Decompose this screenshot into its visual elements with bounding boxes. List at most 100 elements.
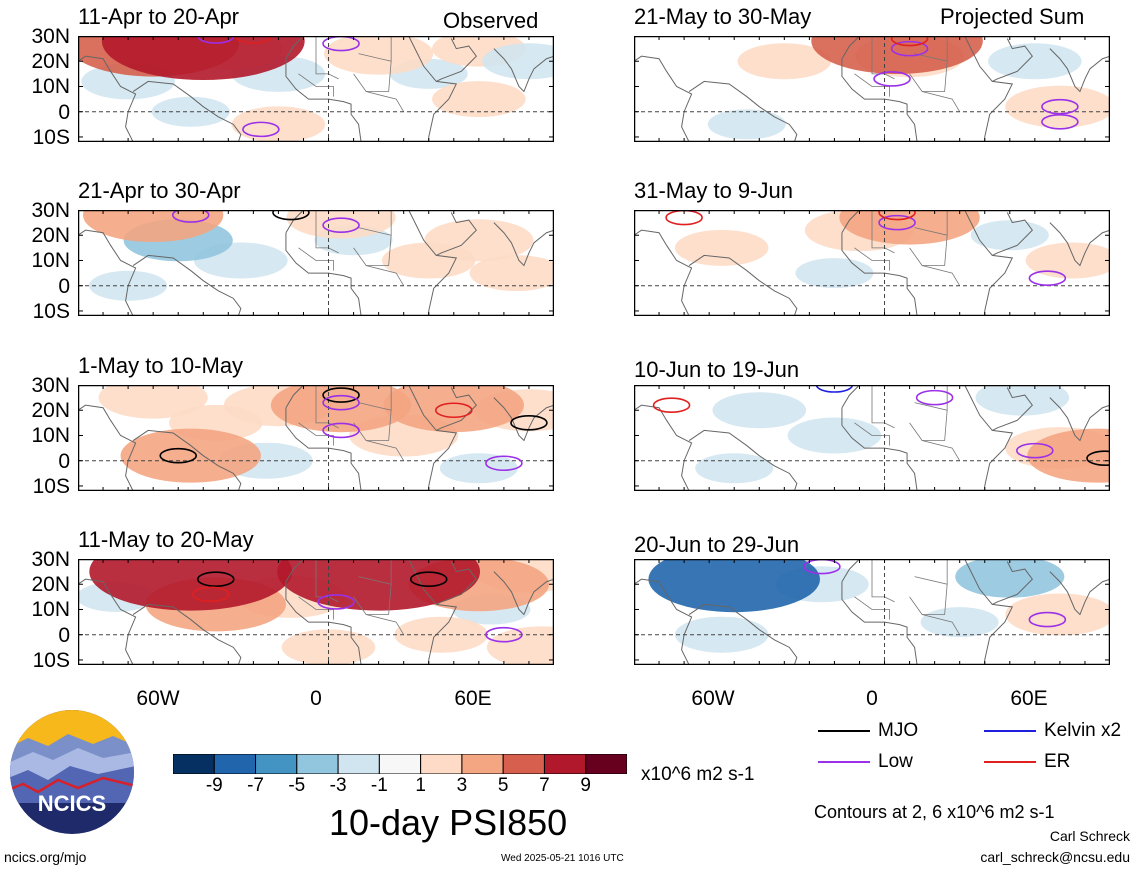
coastline — [1049, 571, 1110, 616]
lat-label: 30N — [31, 25, 70, 48]
colorbar-tick-label: -3 — [329, 775, 347, 796]
coastline — [634, 229, 693, 316]
map-frame — [78, 385, 554, 491]
anomaly-cell — [120, 428, 261, 483]
colorbar-swatch — [296, 754, 339, 774]
coastline — [841, 559, 860, 582]
coastline — [688, 603, 798, 665]
contour-er — [878, 210, 916, 221]
page-title: 10-day PSI850 — [329, 802, 568, 843]
contour-mjo — [322, 387, 360, 403]
contour-mjo — [409, 571, 448, 587]
anomaly-cell — [383, 385, 524, 433]
country-border — [353, 247, 405, 286]
coastline — [841, 407, 918, 491]
map-frame — [78, 36, 554, 142]
country-border — [298, 73, 334, 97]
site-link[interactable]: ncics.org/mjo — [4, 849, 87, 865]
legend-er: ER — [984, 751, 1070, 773]
timestamp: Wed 2025-05-21 1016 UTC — [501, 853, 624, 864]
lat-label: 0 — [58, 623, 70, 647]
map-frame — [634, 36, 1110, 142]
colorbar-tick-label: 9 — [580, 775, 591, 796]
legend-mjo-label: MJO — [878, 720, 919, 741]
contours-note: Contours at 2, 6 x10^6 m2 s-1 — [814, 802, 1055, 822]
coastline — [964, 559, 1014, 665]
lat-label: 20N — [31, 399, 70, 423]
country-border — [298, 247, 334, 271]
contour-low — [171, 210, 210, 223]
coastline — [285, 385, 304, 408]
contour-low — [878, 214, 916, 231]
lat-label: 30N — [31, 548, 70, 571]
anomaly-cell — [737, 43, 832, 80]
anomaly-cell — [89, 559, 293, 611]
colorbar-swatch — [502, 754, 545, 774]
coastline — [634, 404, 693, 491]
coastline — [841, 232, 918, 316]
colorbar-swatch — [213, 754, 257, 774]
map-panel-8 — [634, 559, 1110, 665]
lat-label: 0 — [58, 274, 70, 298]
colorbar-swatch — [543, 754, 587, 774]
anomaly-cell — [988, 43, 1082, 80]
anomaly-cell — [432, 81, 526, 118]
anomaly-cell — [270, 385, 412, 433]
coastline — [285, 559, 304, 582]
anomaly-cell — [787, 417, 882, 454]
coastline — [841, 210, 860, 233]
coastline — [964, 385, 1014, 491]
anomaly-cell — [469, 255, 554, 292]
coastline — [688, 254, 798, 316]
map-frame — [78, 559, 554, 665]
coastline — [992, 212, 1033, 256]
contour-low — [485, 626, 523, 643]
anomaly-cell — [795, 258, 874, 289]
coastline — [285, 407, 362, 491]
lat-label: 30N — [31, 199, 70, 222]
coastline — [436, 561, 477, 605]
lon-label-60w-right: 60W — [691, 687, 735, 710]
anomaly-cell — [231, 106, 326, 142]
projected-label: Projected Sum — [940, 4, 1085, 29]
lat-label: 20N — [31, 50, 70, 74]
coastline — [132, 254, 242, 316]
contour-kelvin-x2 — [815, 385, 854, 393]
coastline — [285, 581, 362, 665]
country-border — [315, 210, 339, 254]
lat-label: 0 — [58, 449, 70, 473]
contour-er — [890, 36, 929, 47]
map-panel-6 — [634, 210, 1110, 316]
legend-mjo: MJO — [818, 720, 918, 742]
country-border — [871, 210, 895, 254]
coastline — [408, 385, 458, 491]
colorbar-tick-label: -5 — [288, 775, 306, 796]
country-border — [298, 596, 334, 620]
map-panel-7 — [634, 385, 1110, 491]
coastline — [1049, 222, 1110, 267]
anomaly-cell — [1005, 85, 1110, 128]
contour-low — [890, 40, 929, 57]
coastline — [493, 222, 554, 267]
legend-mjo-swatch — [818, 730, 870, 732]
panel-title-3: 1-May to 10-May — [78, 353, 244, 378]
anomaly-cell — [811, 36, 983, 75]
logo-text: NCICS — [38, 791, 106, 816]
panel-title-5: 21-May to 30-May — [634, 4, 812, 29]
coastline — [78, 404, 137, 491]
coastline — [493, 571, 554, 616]
panel-title-1: 11-Apr to 20-Apr — [78, 4, 240, 29]
anomaly-cell — [648, 559, 820, 613]
map-frame — [634, 559, 1110, 665]
map-panel-5 — [634, 36, 1110, 142]
country-border — [854, 596, 890, 620]
map-panel-1 — [78, 36, 554, 142]
lat-label: 10N — [31, 598, 70, 622]
anomaly-cell — [98, 385, 208, 419]
colorbar — [173, 754, 627, 774]
panel-title-7: 10-Jun to 19-Jun — [634, 357, 800, 382]
legend-low-swatch — [818, 761, 870, 763]
colorbar-tick-label: -9 — [205, 775, 223, 796]
coastline — [436, 387, 477, 431]
colorbar-units: x10^6 m2 s-1 — [641, 764, 755, 785]
